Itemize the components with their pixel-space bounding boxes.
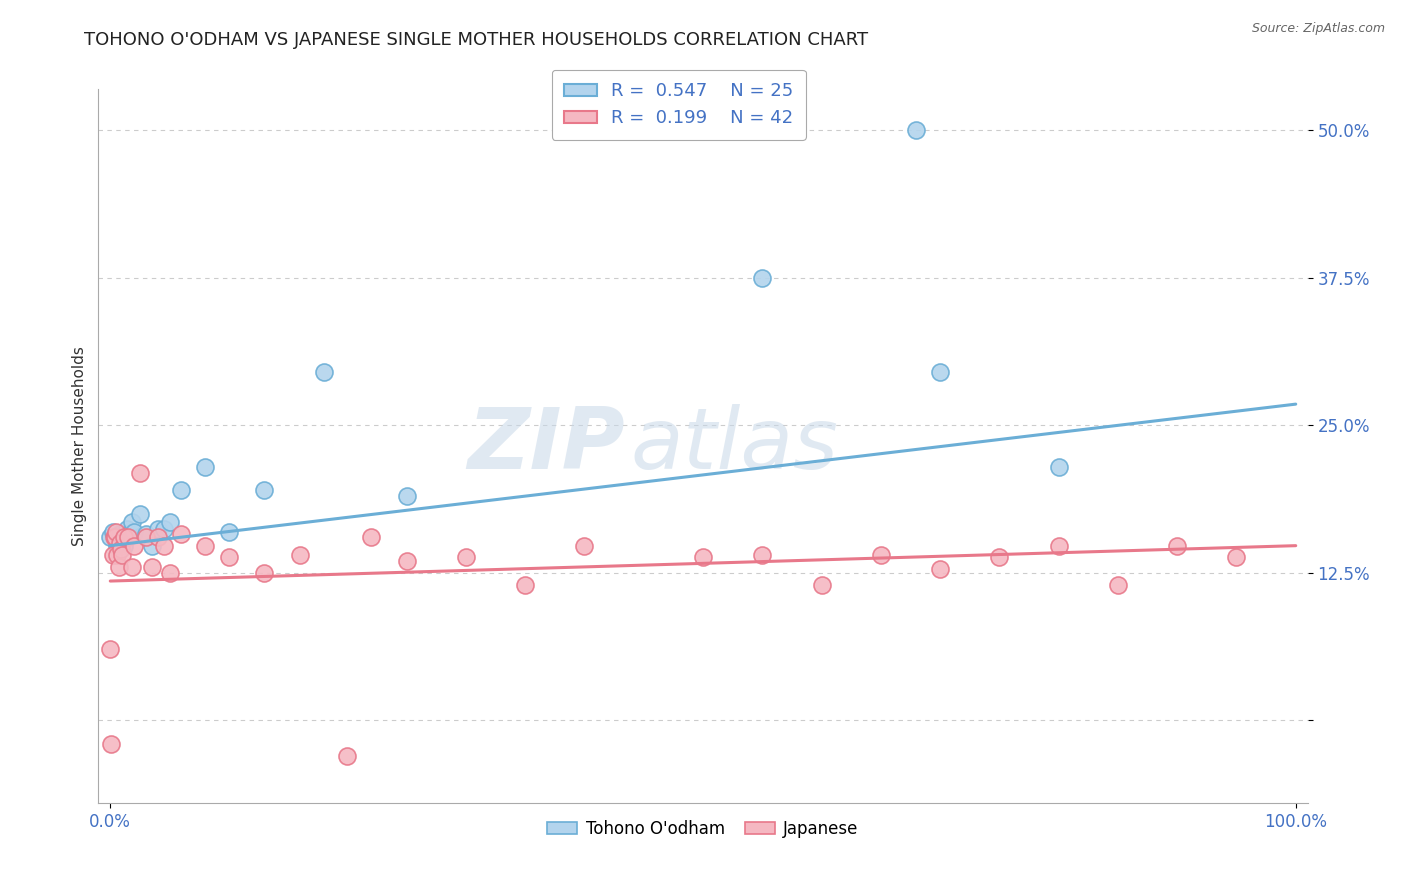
Point bbox=[135, 530, 157, 544]
Point bbox=[869, 548, 891, 562]
Point bbox=[194, 539, 217, 553]
Point bbox=[98, 642, 121, 657]
Point bbox=[98, 530, 121, 544]
Point bbox=[117, 530, 139, 544]
Point bbox=[108, 527, 131, 541]
Point bbox=[105, 524, 128, 539]
Point bbox=[288, 548, 311, 562]
Point bbox=[115, 522, 138, 536]
Point bbox=[111, 548, 134, 562]
Point bbox=[253, 566, 276, 580]
Point bbox=[395, 554, 418, 568]
Point bbox=[905, 123, 928, 137]
Point bbox=[810, 577, 832, 591]
Point bbox=[105, 539, 128, 553]
Point bbox=[129, 507, 152, 521]
Point bbox=[454, 550, 477, 565]
Point bbox=[170, 483, 193, 498]
Point bbox=[114, 530, 136, 544]
Point bbox=[312, 365, 335, 379]
Point bbox=[107, 560, 129, 574]
Point bbox=[108, 536, 131, 550]
Point bbox=[121, 515, 143, 529]
Point bbox=[141, 560, 163, 574]
Point bbox=[751, 271, 773, 285]
Point bbox=[152, 539, 174, 553]
Point bbox=[692, 550, 714, 565]
Point bbox=[1107, 577, 1129, 591]
Point bbox=[103, 530, 125, 544]
Text: ZIP: ZIP bbox=[467, 404, 624, 488]
Point bbox=[141, 539, 163, 553]
Point bbox=[159, 566, 181, 580]
Point bbox=[929, 562, 952, 576]
Point bbox=[1047, 539, 1070, 553]
Point bbox=[122, 539, 145, 553]
Text: Source: ZipAtlas.com: Source: ZipAtlas.com bbox=[1251, 22, 1385, 36]
Point bbox=[751, 548, 773, 562]
Point bbox=[104, 530, 127, 544]
Point bbox=[929, 365, 952, 379]
Point bbox=[101, 524, 124, 539]
Text: atlas: atlas bbox=[630, 404, 838, 488]
Point bbox=[100, 737, 122, 751]
Point bbox=[104, 530, 127, 544]
Y-axis label: Single Mother Households: Single Mother Households bbox=[72, 346, 87, 546]
Point bbox=[253, 483, 276, 498]
Point bbox=[988, 550, 1011, 565]
Text: TOHONO O'ODHAM VS JAPANESE SINGLE MOTHER HOUSEHOLDS CORRELATION CHART: TOHONO O'ODHAM VS JAPANESE SINGLE MOTHER… bbox=[84, 31, 869, 49]
Point bbox=[1166, 539, 1188, 553]
Point bbox=[159, 515, 181, 529]
Point bbox=[118, 527, 141, 541]
Legend: Tohono O'odham, Japanese: Tohono O'odham, Japanese bbox=[541, 814, 865, 845]
Point bbox=[110, 542, 132, 557]
Point bbox=[146, 522, 169, 536]
Point bbox=[515, 577, 537, 591]
Point bbox=[395, 489, 418, 503]
Point bbox=[1225, 550, 1247, 565]
Point bbox=[194, 459, 217, 474]
Point bbox=[135, 527, 157, 541]
Point bbox=[129, 466, 152, 480]
Point bbox=[152, 522, 174, 536]
Point bbox=[121, 560, 143, 574]
Point bbox=[360, 530, 382, 544]
Point bbox=[111, 533, 134, 548]
Point bbox=[336, 748, 359, 763]
Point bbox=[105, 548, 128, 562]
Point bbox=[218, 524, 240, 539]
Point bbox=[1047, 459, 1070, 474]
Point bbox=[114, 539, 136, 553]
Point bbox=[170, 527, 193, 541]
Point bbox=[574, 539, 596, 553]
Point bbox=[122, 524, 145, 539]
Point bbox=[101, 548, 124, 562]
Point bbox=[146, 530, 169, 544]
Point bbox=[218, 550, 240, 565]
